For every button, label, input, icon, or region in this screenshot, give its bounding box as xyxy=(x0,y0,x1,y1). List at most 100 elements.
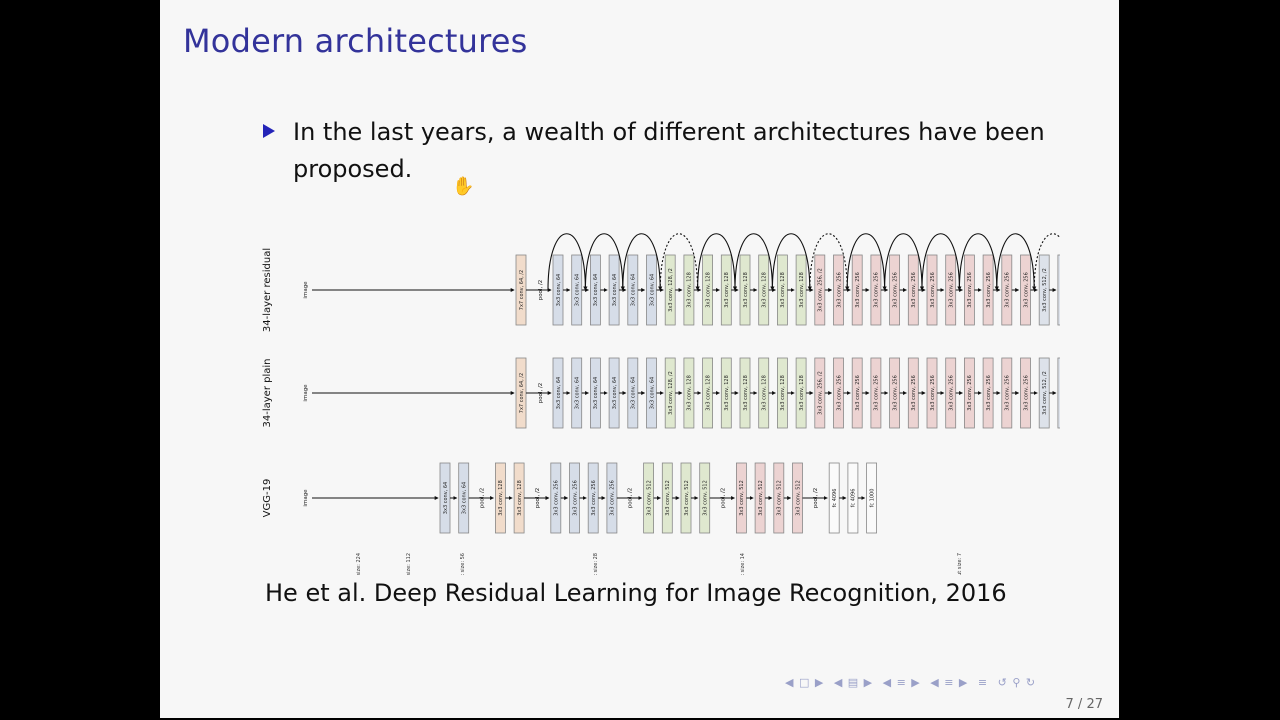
plain-layer-18-label: 3x3 conv, 256 xyxy=(892,375,898,411)
resnet-skip-5 xyxy=(734,233,775,291)
plain-input-label: image xyxy=(303,384,309,402)
resnet-skip-2 xyxy=(622,233,663,291)
resnet-layer-13-label: 3x3 conv, 128 xyxy=(799,272,805,308)
bullet-arrow-icon xyxy=(263,124,275,138)
resnet-layer-0-label: 3x3 conv, 64 xyxy=(556,274,562,306)
vgg-block-8-2-label: 3x3 conv, 512 xyxy=(777,480,783,516)
resnet-layer-24-label: 3x3 conv, 256 xyxy=(1005,272,1011,308)
resnet-layer-6-label: 3x3 conv, 128, /2 xyxy=(668,268,674,312)
vgg-block-8-0-label: 3x3 conv, 512 xyxy=(739,480,745,516)
nav-subsection-icon[interactable]: ◀ ≡ ▶ xyxy=(930,676,969,689)
vgg-block-8-3-label: 3x3 conv, 512 xyxy=(795,480,801,516)
resnet-layer-3-label: 3x3 conv, 64 xyxy=(612,274,618,306)
plain-layer-17-label: 3x3 conv, 256 xyxy=(874,375,880,411)
page-number: 7 / 27 xyxy=(1065,697,1103,712)
resnet-layer-11-label: 3x3 conv, 128 xyxy=(762,272,768,308)
plain-layer-6-label: 3x3 conv, 128, /2 xyxy=(668,371,674,415)
plain-layer-26-label: 3x3 conv, 512, /2 xyxy=(1042,371,1048,415)
vgg-block-8-1-label: 3x3 conv, 512 xyxy=(758,480,764,516)
plain-layer-5-label: 3x3 conv, 64 xyxy=(649,377,655,409)
plain-layer-12-label: 3x3 conv, 128 xyxy=(780,375,786,411)
vgg-output-size-0: output size: 224 xyxy=(356,553,362,575)
plain-layer-20-label: 3x3 conv, 256 xyxy=(930,375,936,411)
nav-first-icon[interactable]: ◀ □ ▶ xyxy=(785,676,825,689)
vgg-block-0-1-label: 3x3 conv, 64 xyxy=(462,482,468,514)
plain-layer-11-label: 3x3 conv, 128 xyxy=(762,375,768,411)
resnet-layer-23-label: 3x3 conv, 256 xyxy=(986,272,992,308)
resnet-layer-18-label: 3x3 conv, 256 xyxy=(892,272,898,308)
resnet-layer-20-label: 3x3 conv, 256 xyxy=(930,272,936,308)
plain-layer-19-label: 3x3 conv, 256 xyxy=(911,375,917,411)
vgg-output-size-4: output size: 14 xyxy=(740,553,746,575)
vgg-block-6-3-label: 3x3 conv, 512 xyxy=(703,480,709,516)
resnet-layer-22-label: 3x3 conv, 256 xyxy=(967,272,973,308)
resnet-row-label: 34-layer residual xyxy=(262,248,273,332)
resnet-layer-10-label: 3x3 conv, 128 xyxy=(743,272,749,308)
vgg-block-10-2-label: fc 1000 xyxy=(869,489,875,508)
plain-layer-14-label: 3x3 conv, 256, /2 xyxy=(818,371,824,415)
vgg-input-label: image xyxy=(303,489,309,507)
resnet-layer-26 xyxy=(1038,254,1050,326)
plain-row-label: 34-layer plain xyxy=(262,359,273,428)
plain-layer-10-label: 3x3 conv, 128 xyxy=(743,375,749,411)
resnet-input-label: image xyxy=(303,281,309,299)
nav-search-icon[interactable]: ↺ ⚲ ↻ xyxy=(997,676,1037,689)
resnet-layer-25-label: 3x3 conv, 256 xyxy=(1023,272,1029,308)
plain-layer-23-label: 3x3 conv, 256 xyxy=(986,375,992,411)
resnet-layer-12-label: 3x3 conv, 128 xyxy=(780,272,786,308)
vgg-output-size-5: output size: 7 xyxy=(957,553,963,575)
plain-layer-8 xyxy=(702,357,714,429)
resnet-layer-19-label: 3x3 conv, 256 xyxy=(911,272,917,308)
vgg-block-6-2-label: 3x3 conv, 512 xyxy=(684,480,690,516)
nav-frame-icon[interactable]: ◀ ▤ ▶ xyxy=(833,676,874,689)
vgg-block-10-1-label: fc 4096 xyxy=(851,489,857,508)
slide-title: Modern architectures xyxy=(183,22,528,60)
plain-layer-2-label: 3x3 conv, 64 xyxy=(593,377,599,409)
resnet-layer-4-label: 3x3 conv, 64 xyxy=(631,274,637,306)
bullet-text: In the last years, a wealth of different… xyxy=(293,118,1045,183)
resnet-skip-11 xyxy=(958,233,999,291)
vgg-block-4-0-label: 3x3 conv, 256 xyxy=(554,480,560,516)
plain-layer-21-label: 3x3 conv, 256 xyxy=(949,375,955,411)
nav-section-icon[interactable]: ◀ ≡ ▶ xyxy=(882,676,921,689)
plain-layer-4-label: 3x3 conv, 64 xyxy=(631,377,637,409)
hand-cursor-icon: ✋ xyxy=(452,176,475,197)
resnet-layer-17-label: 3x3 conv, 256 xyxy=(874,272,880,308)
resnet-layer-5-label: 3x3 conv, 64 xyxy=(649,274,655,306)
vgg-output-size-2: output size: 56 xyxy=(460,553,466,575)
vgg-block-2-1 xyxy=(513,462,525,534)
vgg-block-4-1-label: 3x3 conv, 256 xyxy=(572,480,578,516)
resnet-first-conv-label: 7x7 conv, 64, /2 xyxy=(519,270,525,310)
vgg-block-2-0-label: 3x3 conv, 128 xyxy=(498,480,504,516)
plain-layer-27 xyxy=(1057,357,1060,429)
plain-layer-3-label: 3x3 conv, 64 xyxy=(612,377,618,409)
vgg-output-size-1: output size: 112 xyxy=(406,553,412,575)
plain-layer-0-label: 3x3 conv, 64 xyxy=(556,377,562,409)
resnet-skip-1 xyxy=(584,233,625,291)
resnet-layer-21-label: 3x3 conv, 256 xyxy=(949,272,955,308)
vgg-block-6-1-label: 3x3 conv, 512 xyxy=(665,480,671,516)
vgg-output-size-3: output size: 28 xyxy=(593,553,599,575)
vgg-block-0-0-label: 3x3 conv, 64 xyxy=(443,482,449,514)
vgg-block-10-2 xyxy=(866,462,877,534)
plain-layer-3 xyxy=(608,357,620,429)
resnet-skip-6 xyxy=(771,233,812,291)
vgg-row-label: VGG-19 xyxy=(262,479,273,518)
vgg-block-2-1-label: 3x3 conv, 128 xyxy=(517,480,523,516)
vgg-block-10-0-label: fc 4096 xyxy=(832,489,838,508)
resnet-layer-15-label: 3x3 conv, 256 xyxy=(836,272,842,308)
resnet-skip-10 xyxy=(921,233,962,291)
resnet-layer-3 xyxy=(608,254,620,326)
nav-outline-icon[interactable]: ≡ xyxy=(977,676,989,689)
plain-layer-1-label: 3x3 conv, 64 xyxy=(575,377,581,409)
resnet-layer-1-label: 3x3 conv, 64 xyxy=(575,274,581,306)
plain-first-conv-label: 7x7 conv, 64, /2 xyxy=(519,373,525,413)
plain-layer-22-label: 3x3 conv, 256 xyxy=(967,375,973,411)
resnet-layer-9-label: 3x3 conv, 128 xyxy=(724,272,730,308)
plain-layer-15-label: 3x3 conv, 256 xyxy=(836,375,842,411)
beamer-navigation: ◀ □ ▶ ◀ ▤ ▶ ◀ ≡ ▶ ◀ ≡ ▶ ≡ ↺ ⚲ ↻ xyxy=(785,676,1041,689)
resnet-skip-4 xyxy=(697,233,738,291)
resnet-layer-16-label: 3x3 conv, 256 xyxy=(855,272,861,308)
plain-layer-25-label: 3x3 conv, 256 xyxy=(1023,375,1029,411)
slide: Modern architectures In the last years, … xyxy=(160,0,1119,718)
